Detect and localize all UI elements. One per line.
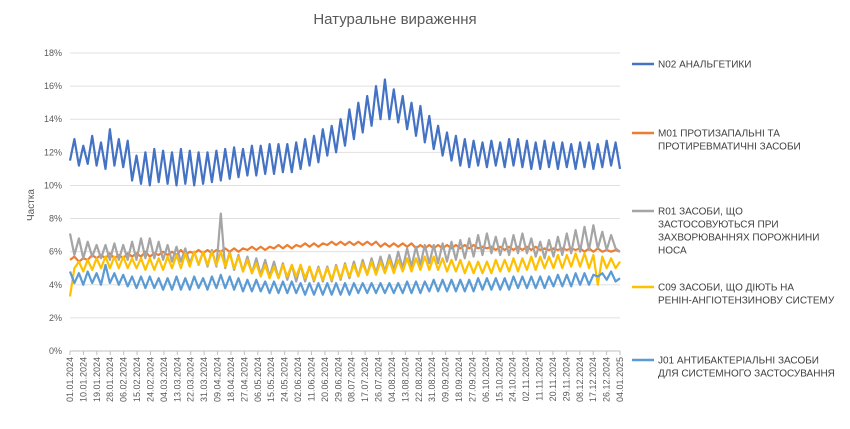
y-tick-label: 2%: [49, 313, 62, 323]
x-tick-label: 08.12.2024: [575, 357, 585, 402]
x-tick-label: 04.08.2024: [387, 357, 397, 402]
x-tick-label: 15.02.2024: [132, 357, 142, 402]
legend: N02 АНАЛЬГЕТИКИ M01 ПРОТИЗАПАЛЬНІ ТА ПРОТИ…: [632, 60, 835, 380]
x-tick-label: 15.10.2024: [494, 357, 504, 402]
x-ticks: 01.01.2024 10.01.2024 19.01.2024 28.01.2024…: [65, 351, 625, 402]
chart-title: Натуральне вираження: [313, 11, 476, 28]
x-tick-label: 17.07.2024: [360, 357, 370, 402]
x-tick-label: 08.07.2024: [347, 357, 357, 402]
x-tick-label: 02.11.2024: [521, 357, 531, 401]
x-tick-label: 29.06.2024: [333, 357, 343, 402]
x-tick-label: 29.11.2024: [561, 357, 571, 401]
x-tick-label: 09.09.2024: [441, 357, 451, 402]
legend-label-2: M01 ПРОТИЗАПАЛЬНІ ТА ПРОТИРЕВМАТИЧНІ ЗАСО…: [658, 129, 801, 153]
x-tick-label: 06.05.2024: [253, 357, 263, 402]
y-tick-label: 16%: [44, 81, 62, 91]
y-tick-label: 0%: [49, 346, 62, 356]
x-tick-label: 18.04.2024: [226, 357, 236, 402]
x-tick-label: 04.01.2025: [615, 357, 625, 402]
y-tick-label: 12%: [44, 147, 62, 157]
x-tick-label: 31.03.2024: [199, 357, 209, 402]
series-lines: [68, 78, 622, 297]
x-tick-label: 27.09.2024: [467, 357, 477, 402]
x-tick-label: 13.03.2024: [172, 357, 182, 402]
x-tick-label: 09.04.2024: [213, 357, 223, 402]
x-tick-label: 11.11.2024: [535, 357, 545, 401]
gridlines: [70, 52, 620, 352]
legend-label-1: N02 АНАЛЬГЕТИКИ: [658, 60, 751, 71]
x-tick-label: 26.07.2024: [374, 357, 384, 402]
x-tick-label: 22.08.2024: [414, 357, 424, 402]
y-tick-label: 6%: [49, 247, 62, 257]
y-tick-label: 14%: [44, 114, 62, 124]
x-tick-label: 06.10.2024: [481, 357, 491, 402]
legend-label-5: J01 АНТИБАКТЕРІАЛЬНІ ЗАСОБИ ДЛЯ СИСТЕМНОГ…: [658, 356, 835, 380]
x-tick-label: 24.10.2024: [508, 357, 518, 402]
x-tick-label: 24.02.2024: [145, 357, 155, 402]
y-tick-label: 8%: [49, 214, 62, 224]
series-line-4: [68, 250, 621, 297]
legend-label-3: R01 ЗАСОБИ, ЩО ЗАСТОСОВУЮТЬСЯ ПРИ ЗАХВОРЮВ…: [658, 207, 819, 257]
x-tick-label: 22.03.2024: [186, 357, 196, 402]
y-ticks: 0% 2% 4% 6% 8% 10% 12% 14% 16% 18%: [44, 48, 62, 356]
legend-label-4: C09 ЗАСОБИ, ЩО ДІЮТЬ НА РЕНІН-АНГІОТЕНЗИН…: [658, 283, 835, 307]
x-tick-label: 15.05.2024: [266, 357, 276, 402]
x-tick-label: 06.02.2024: [119, 357, 129, 402]
x-tick-label: 26.12.2024: [602, 357, 612, 402]
x-tick-label: 31.08.2024: [427, 357, 437, 402]
x-tick-label: 18.09.2024: [454, 357, 464, 402]
x-tick-label: 11.06.2024: [306, 357, 316, 401]
series-line-5: [68, 263, 621, 296]
x-tick-label: 19.01.2024: [92, 357, 102, 402]
y-tick-label: 10%: [44, 180, 62, 190]
x-tick-label: 04.03.2024: [159, 357, 169, 402]
y-tick-label: 4%: [49, 280, 62, 290]
x-tick-label: 24.05.2024: [280, 357, 290, 402]
x-tick-label: 13.08.2024: [400, 357, 410, 402]
x-tick-label: 17.12.2024: [588, 357, 598, 402]
series-line-3: [68, 212, 621, 283]
x-tick-label: 20.11.2024: [548, 357, 558, 401]
x-tick-label: 10.01.2024: [78, 357, 88, 402]
series-line-1: [68, 78, 622, 187]
x-tick-label: 02.06.2024: [293, 357, 303, 402]
y-axis-label: Частка: [26, 189, 37, 221]
x-tick-label: 28.01.2024: [105, 357, 115, 402]
y-tick-label: 18%: [44, 48, 62, 58]
x-tick-label: 20.06.2024: [320, 357, 330, 402]
x-tick-label: 01.01.2024: [65, 357, 75, 402]
x-tick-label: 27.04.2024: [239, 357, 249, 402]
